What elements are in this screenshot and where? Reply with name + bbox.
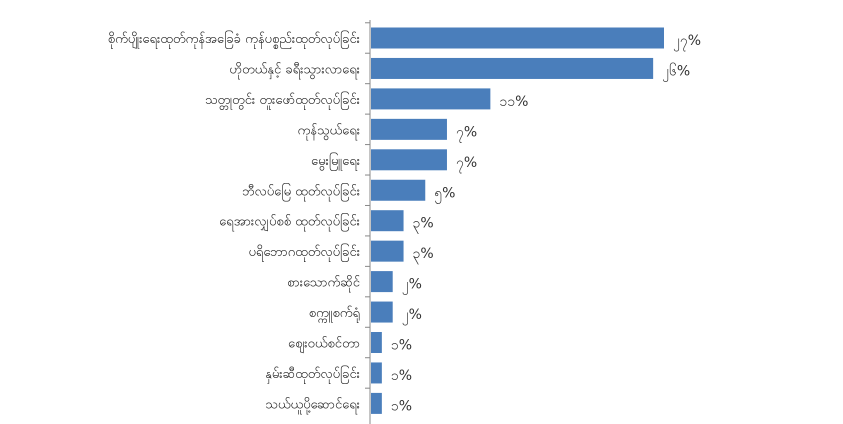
data-label: ၂% xyxy=(402,307,422,325)
category-label: ပရိဘောဂထုတ်လုပ်ခြင်း xyxy=(248,243,360,262)
data-label: ၂၆% xyxy=(662,63,690,81)
bar xyxy=(371,118,447,140)
bar xyxy=(371,332,382,353)
category-label: ရေအားလျှပ်စစ် ထုတ်လုပ်ခြင်း xyxy=(219,213,360,232)
bar xyxy=(371,149,447,171)
bar xyxy=(371,362,382,384)
bar xyxy=(371,57,654,79)
category-label: စိုက်ပျိုးရေးထုတ်ကုန်အခြေခံ ကုန်ပစ္စည်းထ… xyxy=(108,30,360,49)
bar xyxy=(371,392,382,414)
data-label: ၇% xyxy=(456,124,477,142)
data-label: ၇% xyxy=(456,155,477,173)
bar xyxy=(371,301,393,323)
category-label: နှမ်းဆီထုတ်လုပ်ခြင်း xyxy=(265,365,360,384)
data-label: ၃% xyxy=(413,216,434,234)
bar xyxy=(371,88,491,110)
category-label: ဟိုတယ်နှင့် ခရီးသွားလာရေး xyxy=(229,61,360,79)
bar xyxy=(371,240,404,262)
category-label: သတ္တုတွင်း တူးဖော်ထုတ်လုပ်ခြင်း xyxy=(205,91,360,110)
category-label: သယ်ယူပို့ဆောင်ရေး xyxy=(265,396,360,414)
category-label: ကုန်သွယ်ရေး xyxy=(298,122,360,140)
data-label: ၃% xyxy=(413,246,434,264)
data-label: ၁၁% xyxy=(499,94,528,110)
category-label: ဈေးဝယ်စင်တာ xyxy=(288,336,360,354)
data-label: ၁% xyxy=(391,368,412,384)
data-label: ၁% xyxy=(391,398,412,414)
category-label: ဘီလပ်မြေ ထုတ်လုပ်ခြင်း xyxy=(242,182,360,201)
data-label: ၂၇% xyxy=(673,33,701,51)
bar xyxy=(371,179,426,201)
data-label: ၁% xyxy=(391,338,412,354)
data-label: ၂% xyxy=(402,277,422,295)
bar xyxy=(371,27,664,49)
category-label: စားသောက်ဆိုင် xyxy=(287,275,361,293)
bar xyxy=(371,271,393,293)
category-label: မွေးမြူရေး xyxy=(311,152,360,171)
data-label: ၅% xyxy=(434,185,455,203)
bar xyxy=(371,210,404,232)
category-label: စက္ကူစက်ရုံ xyxy=(309,305,360,323)
